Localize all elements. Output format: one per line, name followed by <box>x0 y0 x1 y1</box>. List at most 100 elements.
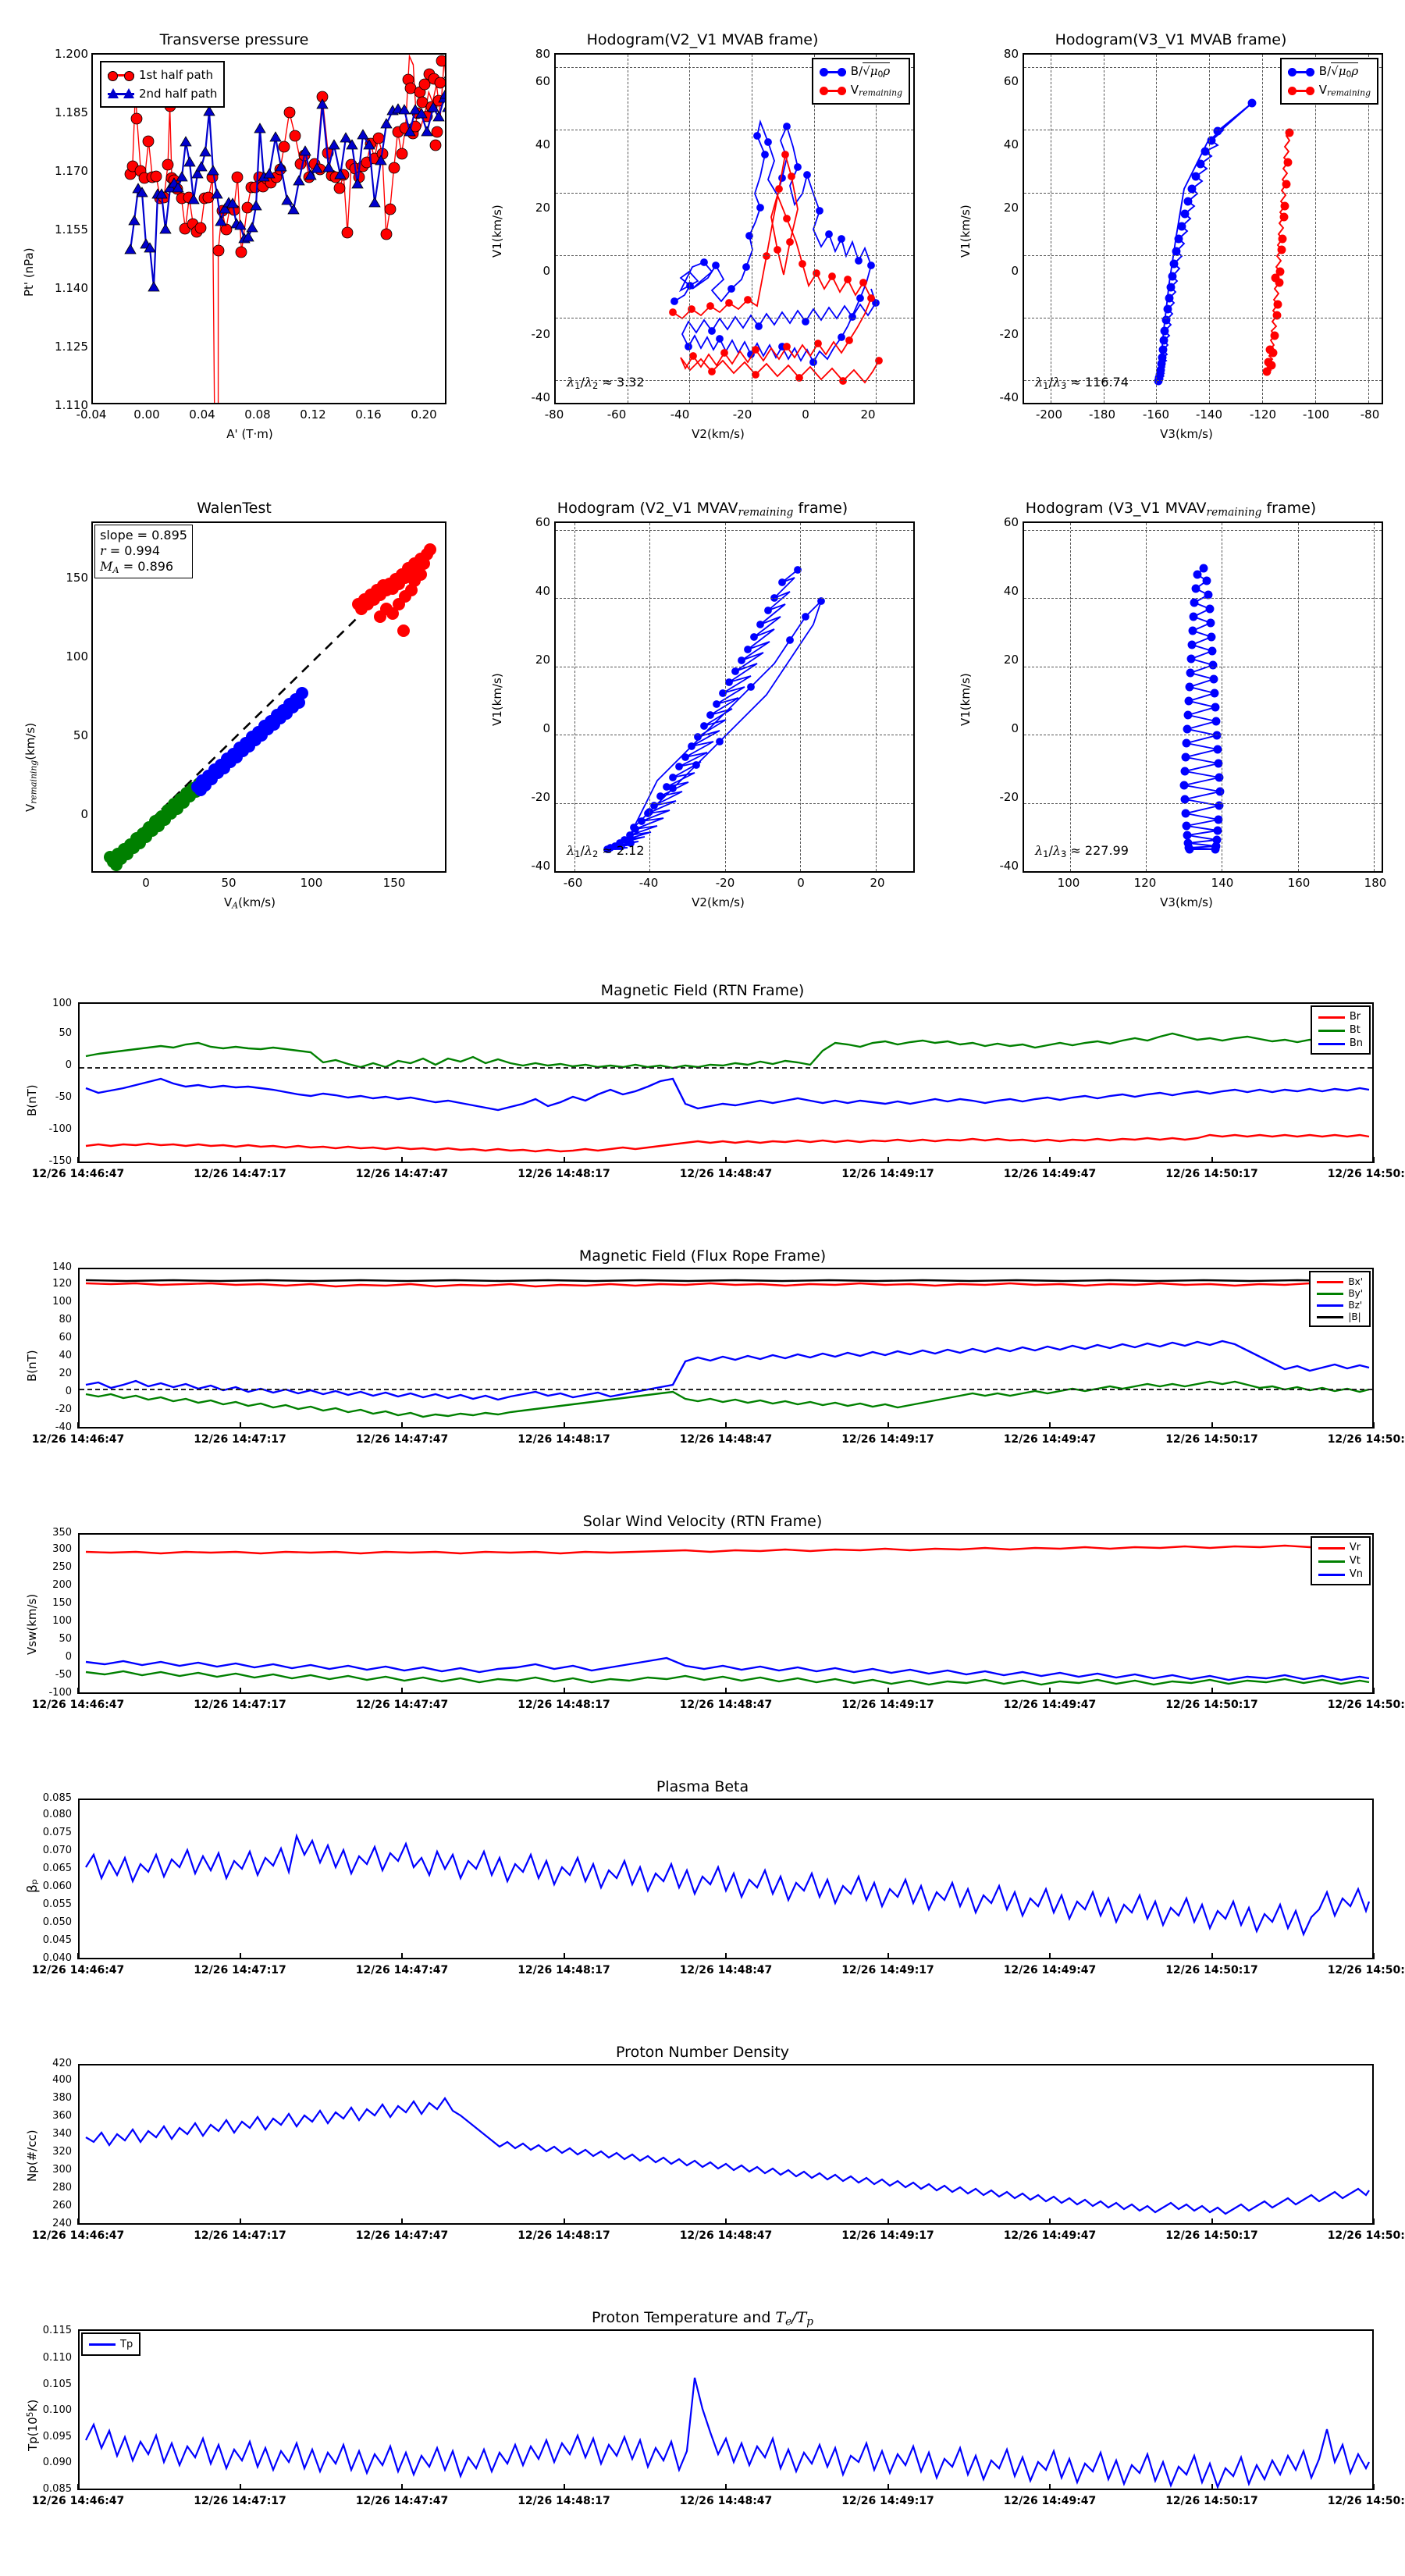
hv3-xtick-0: -200 <box>1035 407 1063 422</box>
mag-fluxrope-legend[interactable]: Bx' By' Bz' |B| <box>1309 1271 1371 1327</box>
tp-ytick-1: 1.125 <box>55 340 88 354</box>
transverse-pressure-xlabel: A' (T·m) <box>226 427 273 441</box>
plasma-beta-xtick-3: 12/26 14:48:17 <box>518 1964 610 1976</box>
hodogram-v2v1-mvab-ylabel: V1(km/s) <box>490 205 504 258</box>
ptemp-ytick-2: 0.095 <box>42 2431 72 2443</box>
mag-fluxrope-xtick-6: 12/26 14:49:47 <box>1003 1433 1097 1446</box>
mag-fluxrope-xtick-mark-4 <box>725 1422 727 1429</box>
pb-ytick-3: 0.055 <box>42 1898 72 1910</box>
panel-magnetic-field-fluxrope: Magnetic Field (Flux Rope Frame) B(nT) B… <box>0 1233 1405 1483</box>
sw-ytick-1: -50 <box>55 1669 72 1681</box>
solar-wind-xtick-mark-6 <box>1049 1688 1051 1694</box>
plasma-beta-xtick-mark-1 <box>239 1953 241 1959</box>
hv2-xtick-1: -60 <box>606 407 627 422</box>
markers-v-remaining <box>669 151 883 385</box>
lambda-ratio-value: 2.12 <box>616 843 645 858</box>
ptemp-ytick-1: 0.090 <box>42 2457 72 2468</box>
pb-ytick-8: 0.080 <box>42 1809 72 1820</box>
proton-temperature-xtick-0: 12/26 14:46:47 <box>31 2495 125 2507</box>
hv3-xtick-3: -140 <box>1195 407 1223 422</box>
solar-wind-title: Solar Wind Velocity (RTN Frame) <box>582 1513 823 1530</box>
mag-fluxrope-xtick-mark-8 <box>1373 1422 1375 1429</box>
walen-test-canvas <box>104 543 436 871</box>
solar-wind-xtick-mark-7 <box>1211 1688 1213 1694</box>
hodogram-v2v1-mvab-title: Hodogram(V2_V1 MVAB frame) <box>586 31 819 48</box>
plasma-beta-xtick-mark-7 <box>1211 1953 1213 1959</box>
walen-ma-value: 0.896 <box>137 559 174 574</box>
plasma-beta-xtick-1: 12/26 14:47:17 <box>194 1964 286 1976</box>
legend-row-tp: Tp <box>89 2337 133 2351</box>
plasma-beta-xtick-mark-2 <box>401 1953 403 1959</box>
series-bn <box>85 1077 1370 1112</box>
proton-temperature-legend[interactable]: Tp <box>81 2332 141 2356</box>
panel-hodogram-v2v1-mvav: Hodogram (V2_V1 MVAVremaining frame) V1(… <box>468 468 937 921</box>
proton-density-xtick-5: 12/26 14:49:17 <box>841 2229 934 2242</box>
hodogram-v2v1-mvab-legend[interactable]: B/√μ0ρ Vremaining <box>811 58 910 105</box>
hodogram-v2v1-mvav-canvas <box>603 566 825 853</box>
panel-hodogram-v2v1-mvab: Hodogram(V2_V1 MVAB frame) V1(km/s) V2(k… <box>468 0 937 453</box>
sw-ytick-3: 50 <box>59 1633 72 1645</box>
mv2-xtick-1: -40 <box>638 876 659 890</box>
mag-rtn-xtick-mark-0 <box>77 1157 79 1163</box>
panel-proton-density: Proton Number Density Np(#/cc) 240 260 2… <box>0 2030 1405 2279</box>
pt-title-main: Proton Temperature and <box>591 2309 776 2326</box>
magfr-ytick-8: 120 <box>52 1278 72 1290</box>
proton-density-xtick-mark-3 <box>563 2218 565 2225</box>
hv2-ytick-5: 60 <box>535 74 550 88</box>
hodogram-v3v1-mvav-canvas <box>1179 564 1225 854</box>
polyline-b-alfven <box>1157 102 1253 382</box>
mag-rtn-xtick-mark-8 <box>1373 1157 1375 1163</box>
legend-row-2nd-half: 2nd half path <box>108 84 217 103</box>
magfr-ytick-9: 140 <box>52 1261 72 1273</box>
pb-ytick-7: 0.075 <box>42 1827 72 1838</box>
walen-slope-value: 0.895 <box>151 528 187 543</box>
hv2-ytick-2: 0 <box>542 264 550 278</box>
magrtn-ytick-1: -100 <box>48 1123 72 1135</box>
hv3-ytick-0: -40 <box>999 390 1019 404</box>
solar-wind-xtick-mark-3 <box>563 1688 565 1694</box>
solar-wind-xtick-4: 12/26 14:48:47 <box>679 1699 773 1711</box>
proton-temperature-xtick-3: 12/26 14:48:17 <box>518 2495 610 2507</box>
tp-ytick-6: 1.200 <box>55 47 88 61</box>
hodogram-v3v1-mvab-title: Hodogram(V3_V1 MVAB frame) <box>1055 31 1287 48</box>
hv2-xtick-4: 0 <box>802 407 809 422</box>
proton-temperature-xtick-mark-0 <box>77 2484 79 2490</box>
tp-ytick-2: 1.140 <box>55 281 88 295</box>
legend-label-by: By' <box>1348 1287 1363 1299</box>
hodogram-v2v1-mvab-canvas <box>669 119 883 385</box>
pd-ytick-9: 420 <box>52 2058 72 2069</box>
sw-ytick-9: 350 <box>52 1527 72 1539</box>
plasma-beta-xtick-7: 12/26 14:50:17 <box>1165 1964 1258 1976</box>
solar-wind-xtick-mark-5 <box>887 1688 889 1694</box>
mv2-ytick-4: 40 <box>535 584 550 598</box>
hodogram-v2v1-mvav-title: Hodogram (V2_V1 MVAVremaining frame) <box>468 500 937 518</box>
title-tail: frame) <box>793 500 848 517</box>
plasma-beta-xtick-4: 12/26 14:48:47 <box>679 1964 773 1976</box>
panel-magnetic-field-rtn: Magnetic Field (RTN Frame) B(nT) Br Bt <box>0 968 1405 1218</box>
mag-fluxrope-xtick-mark-6 <box>1049 1422 1051 1429</box>
plasma-beta-xtick-8: 12/26 14:50:47 <box>1327 1964 1405 1976</box>
solar-wind-legend[interactable]: Vr Vt Vn <box>1310 1536 1371 1585</box>
magfr-ytick-2: 0 <box>65 1386 72 1397</box>
plasma-beta-xtick-mark-5 <box>887 1953 889 1959</box>
mv2-ytick-2: 0 <box>542 721 550 735</box>
title-sub: remaining <box>738 506 794 519</box>
lambda-ratio-value: 227.99 <box>1084 843 1129 858</box>
hodogram-v3v1-mvab-ylabel: V1(km/s) <box>959 205 973 258</box>
legend-swatch-bn <box>1318 1040 1345 1048</box>
mv2-xtick-2: -20 <box>715 876 735 890</box>
magfr-ytick-3: 20 <box>59 1368 72 1379</box>
lambda-ratio-value: 116.74 <box>1084 375 1129 390</box>
hv3-xtick-6: -80 <box>1360 407 1380 422</box>
legend-label-br: Br <box>1349 1011 1361 1023</box>
mag-rtn-legend[interactable]: Br Bt Bn <box>1310 1005 1371 1055</box>
legend-swatch-blue <box>819 68 846 76</box>
legend-row-bx: Bx' <box>1317 1276 1363 1287</box>
hodogram-v3v1-mvab-legend[interactable]: B/√μ0ρ Vremaining <box>1279 58 1378 105</box>
plasma-beta-xtick-mark-4 <box>725 1953 727 1959</box>
transverse-pressure-legend[interactable]: 1st half path 2nd half path <box>100 61 226 108</box>
legend-swatch-vt <box>1318 1557 1345 1565</box>
proton-density-xtick-8: 12/26 14:50:47 <box>1327 2229 1405 2242</box>
mv2-ytick-5: 60 <box>535 515 550 529</box>
hodogram-v3v1-mvab-canvas <box>1154 98 1294 386</box>
